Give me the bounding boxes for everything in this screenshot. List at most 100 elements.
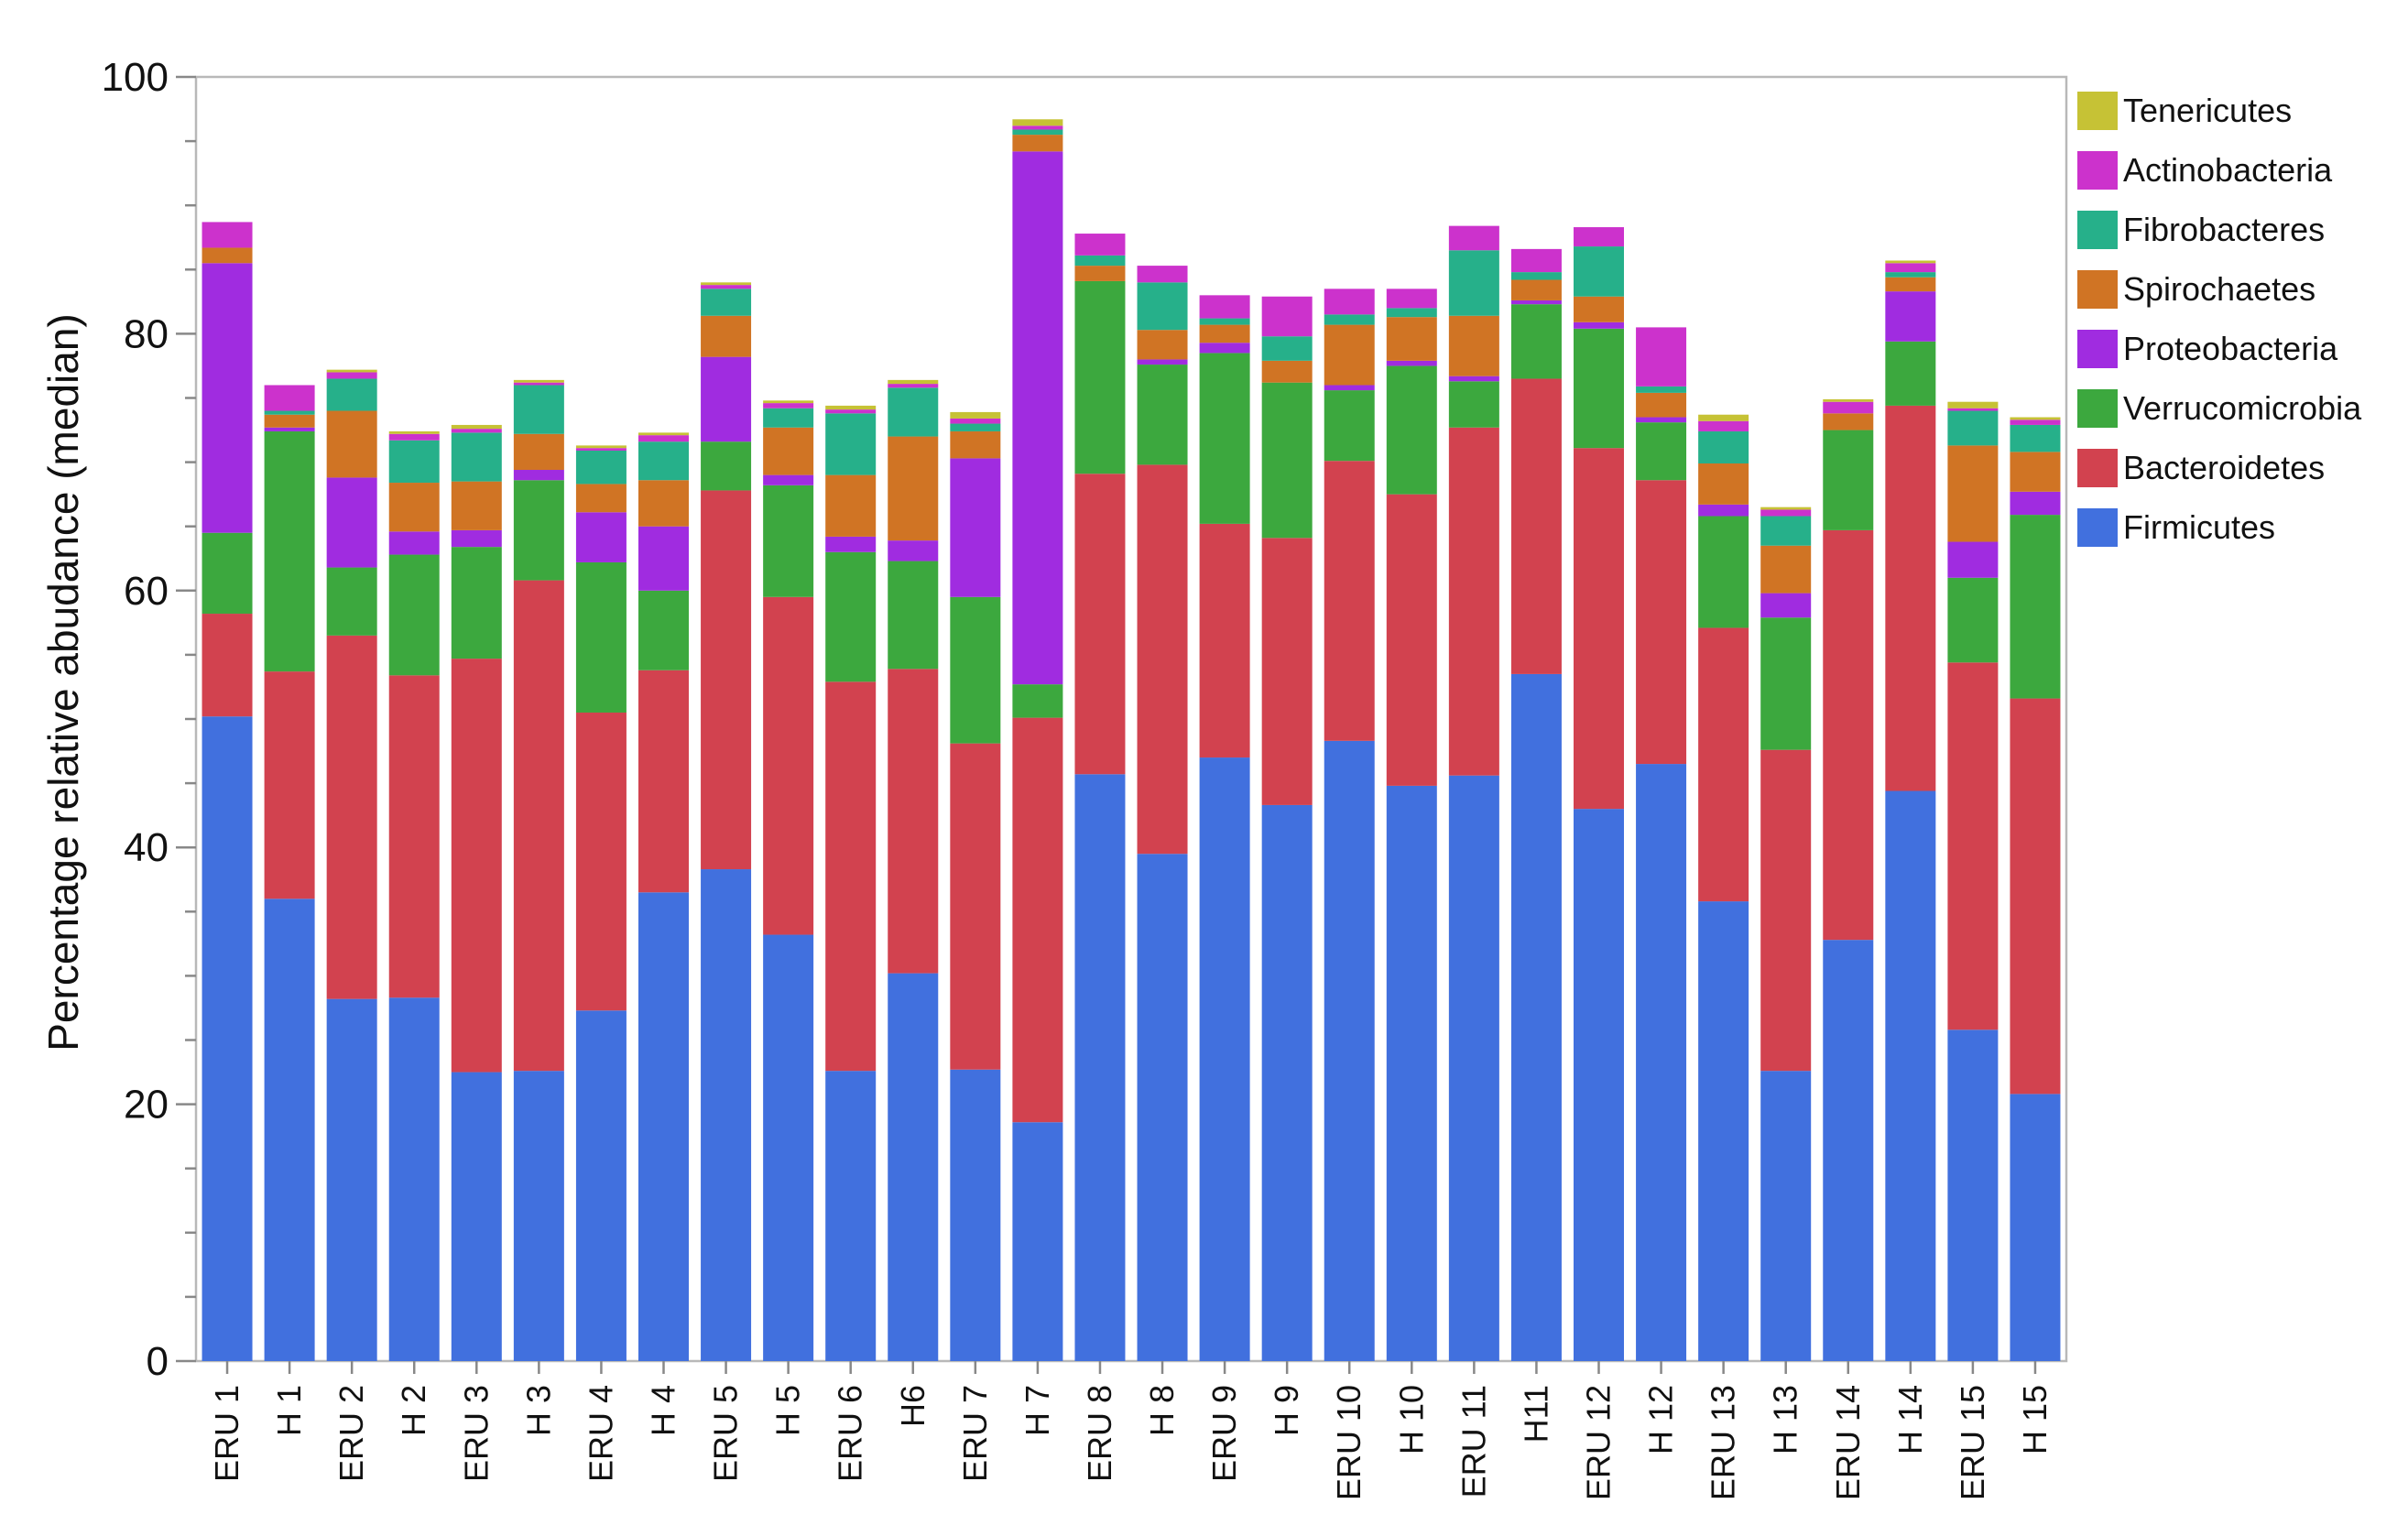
bar-stack-eru15 xyxy=(1947,401,1999,1361)
bar-segment-tenericutes xyxy=(1698,414,1749,421)
bar-stack-eru12 xyxy=(1574,227,1624,1361)
bar-segment-proteobacteria xyxy=(1947,541,1999,578)
bar-segment-proteobacteria xyxy=(326,477,377,568)
bar-segment-verrucomicrobia xyxy=(451,547,502,659)
legend-item-actinobacteria: Actinobacteria xyxy=(2077,151,2333,190)
bar-segment-tenericutes xyxy=(575,445,627,449)
bar-segment-actinobacteria xyxy=(1261,296,1313,337)
y-tick-label: 100 xyxy=(102,55,169,100)
bar-segment-actinobacteria xyxy=(202,222,253,248)
x-category-label: ERU 3 xyxy=(457,1385,495,1482)
bar-segment-bacteroidetes xyxy=(1074,474,1126,775)
bar-segment-proteobacteria xyxy=(513,470,564,481)
bar-segment-bacteroidetes xyxy=(1885,405,1936,791)
bar-segment-spirochaetes xyxy=(1885,277,1936,292)
bar-segment-proteobacteria xyxy=(575,512,627,562)
legend-item-firmicutes: Firmicutes xyxy=(2077,508,2275,547)
x-category-label: H 7 xyxy=(1019,1385,1056,1436)
bar-stack-eru6 xyxy=(825,405,877,1361)
x-category-label: ERU 15 xyxy=(1954,1385,1991,1500)
bar-segment-spirochaetes xyxy=(1261,360,1313,383)
bar-segment-firmicutes xyxy=(888,973,939,1361)
x-category-label: H 14 xyxy=(1891,1385,1929,1454)
bar-segment-actinobacteria xyxy=(638,435,689,442)
bar-stack-eru10 xyxy=(1324,289,1375,1361)
legend-swatch xyxy=(2077,92,2118,130)
bar-segment-verrucomicrobia xyxy=(1760,617,1812,750)
bar-segment-proteobacteria xyxy=(1012,151,1063,685)
x-category-label: H 1 xyxy=(270,1385,308,1436)
bar-stack-eru7 xyxy=(950,411,1001,1361)
bar-stack-eru14 xyxy=(1823,398,1874,1361)
bar-segment-verrucomicrobia xyxy=(1510,304,1562,379)
bar-segment-verrucomicrobia xyxy=(1698,516,1749,628)
legend-item-proteobacteria: Proteobacteria xyxy=(2077,330,2338,368)
bar-stack-h9 xyxy=(1261,296,1313,1361)
bar-segment-fibrobacteres xyxy=(1636,386,1687,393)
bar-stack-h7 xyxy=(1012,119,1063,1361)
bar-segment-firmicutes xyxy=(1823,940,1874,1361)
legend-label: Firmicutes xyxy=(2123,508,2275,546)
legend-swatch xyxy=(2077,508,2118,547)
bar-segment-fibrobacteres xyxy=(888,387,939,437)
bar-segment-proteobacteria xyxy=(825,536,877,552)
bar-stack-eru11 xyxy=(1448,225,1499,1361)
bar-segment-fibrobacteres xyxy=(264,410,315,415)
bar-segment-firmicutes xyxy=(825,1071,877,1361)
bar-segment-bacteroidetes xyxy=(575,712,627,1011)
bar-segment-proteobacteria xyxy=(1324,385,1375,391)
bar-segment-spirochaetes xyxy=(1760,545,1812,594)
bar-segment-proteobacteria xyxy=(1574,321,1624,329)
bar-segment-verrucomicrobia xyxy=(1074,280,1126,474)
bar-segment-fibrobacteres xyxy=(2010,424,2061,452)
bar-segment-firmicutes xyxy=(701,869,752,1361)
bar-segment-tenericutes xyxy=(825,405,877,410)
bar-stack-h14 xyxy=(1885,260,1936,1361)
x-category-label: ERU 14 xyxy=(1829,1385,1867,1500)
bar-segment-fibrobacteres xyxy=(1261,336,1313,361)
bar-segment-verrucomicrobia xyxy=(1199,353,1250,524)
x-category-label: H6 xyxy=(894,1385,932,1427)
bar-segment-fibrobacteres xyxy=(638,441,689,481)
y-axis-title: Percentage relative abudance (median) xyxy=(39,313,87,1051)
bar-segment-verrucomicrobia xyxy=(1012,684,1063,718)
bar-segment-fibrobacteres xyxy=(825,413,877,475)
y-tick-label: 20 xyxy=(124,1083,169,1127)
bar-segment-firmicutes xyxy=(1261,804,1313,1361)
bar-segment-spirochaetes xyxy=(1448,315,1499,376)
bar-segment-actinobacteria xyxy=(1947,408,1999,411)
bar-segment-spirochaetes xyxy=(1574,296,1624,322)
bar-stack-h13 xyxy=(1760,507,1812,1361)
bar-segment-verrucomicrobia xyxy=(1636,422,1687,481)
bar-segment-actinobacteria xyxy=(451,429,502,433)
bar-stack-h5 xyxy=(763,400,814,1361)
x-axis-labels: ERU 1 H 1 ERU 2 H 2 ERU 3 H 3 ERU 4 H 4 ERU 5 H 5… xyxy=(208,1361,2054,1500)
bar-segment-verrucomicrobia xyxy=(264,430,315,672)
bar-segment-tenericutes xyxy=(701,282,752,286)
bar-segment-verrucomicrobia xyxy=(1947,577,1999,663)
legend-label: Spirochaetes xyxy=(2123,270,2315,308)
bar-segment-actinobacteria xyxy=(326,372,377,379)
bar-segment-firmicutes xyxy=(1885,790,1936,1361)
bar-segment-firmicutes xyxy=(1698,901,1749,1361)
bar-segment-bacteroidetes xyxy=(1947,662,1999,1030)
bar-segment-verrucomicrobia xyxy=(701,441,752,491)
bar-segment-verrucomicrobia xyxy=(513,480,564,581)
bar-segment-firmicutes xyxy=(202,716,253,1361)
bar-segment-firmicutes xyxy=(575,1010,627,1361)
bar-segment-spirochaetes xyxy=(451,481,502,530)
bar-segment-actinobacteria xyxy=(1448,225,1499,251)
bar-segment-fibrobacteres xyxy=(1386,308,1437,318)
bar-segment-proteobacteria xyxy=(1698,504,1749,517)
bar-segment-verrucomicrobia xyxy=(1324,390,1375,462)
bar-stack-eru3 xyxy=(451,424,502,1361)
bar-segment-proteobacteria xyxy=(1448,376,1499,382)
y-tick-label: 40 xyxy=(124,825,169,870)
bar-segment-proteobacteria xyxy=(701,356,752,442)
bar-segment-spirochaetes xyxy=(1823,413,1874,430)
bar-segment-actinobacteria xyxy=(1823,401,1874,414)
bar-segment-bacteroidetes xyxy=(326,635,377,999)
bar-segment-firmicutes xyxy=(2010,1094,2061,1361)
x-category-label: H 12 xyxy=(1642,1385,1680,1454)
